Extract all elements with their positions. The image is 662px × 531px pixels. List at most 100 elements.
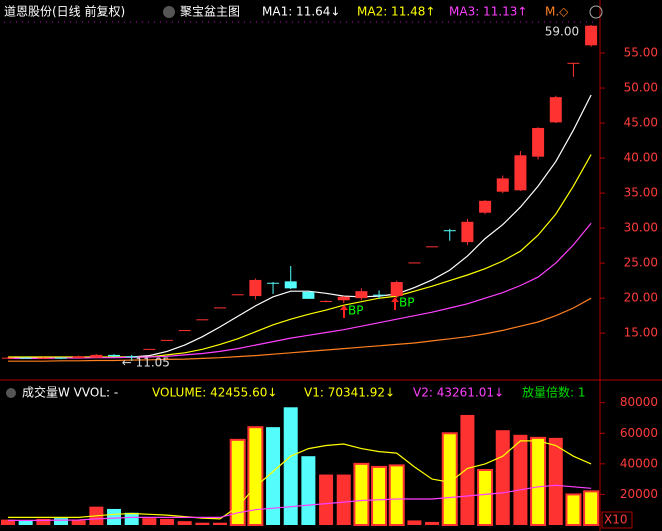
- volume-bar: [195, 522, 210, 525]
- signal-label: BP: [348, 304, 363, 318]
- y-tick-label: 20000: [620, 487, 658, 501]
- volume-bar: [18, 520, 33, 525]
- signal-arrow: [340, 305, 348, 318]
- ma-line: [8, 154, 592, 358]
- settings-icon[interactable]: [589, 5, 603, 19]
- volume-bar: [425, 521, 440, 525]
- volume-bar: [124, 512, 139, 525]
- volume-bar: [583, 490, 600, 527]
- max-label: 59.00: [545, 25, 579, 39]
- y-tick-label: 25.00: [624, 256, 658, 270]
- legend-label: MA2: 11.48↑: [357, 5, 435, 19]
- volume-bar: [301, 456, 316, 525]
- y-tick-label: 80000: [620, 395, 658, 409]
- candle-body: [72, 356, 85, 359]
- candle-body: [355, 291, 368, 299]
- volume-bar: [336, 474, 351, 525]
- volume-bar: [319, 474, 334, 525]
- ma-line: [8, 440, 592, 520]
- legend-label: MA3: 11.13↑: [449, 5, 527, 19]
- unit-label: X10: [604, 513, 628, 527]
- y-tick-label: 50.00: [624, 81, 658, 95]
- volume-bar: [229, 438, 246, 526]
- candle-body: [461, 221, 474, 243]
- volume-bar: [548, 437, 563, 525]
- volume-bar: [160, 518, 175, 525]
- legend-label: MA1: 11.64↓: [262, 5, 340, 19]
- ma-line: [8, 297, 592, 362]
- volume-bar: [107, 508, 122, 525]
- candle-body: [178, 330, 191, 332]
- candle-body: [408, 262, 421, 264]
- candle-body: [125, 356, 138, 358]
- candle-body: [108, 354, 121, 357]
- candle-body: [390, 282, 403, 297]
- candle-body: [284, 281, 297, 289]
- candle-body: [479, 200, 492, 213]
- y-tick-label: 15.00: [624, 326, 658, 340]
- candle-body: [443, 230, 456, 232]
- y-tick-label: 60000: [620, 426, 658, 440]
- volume-bar: [477, 468, 494, 526]
- ma-line: [8, 484, 592, 521]
- candle-body: [231, 294, 244, 296]
- volume-bar: [142, 518, 157, 525]
- volume-bar: [177, 521, 192, 525]
- candle-body: [143, 348, 156, 350]
- candle-body: [161, 339, 174, 341]
- dropdown-icon[interactable]: [163, 6, 175, 18]
- legend-label: 道恩股份(日线 前复权): [4, 4, 125, 19]
- candle-body: [337, 296, 350, 301]
- candle-body: [37, 357, 50, 359]
- volume-bar: [460, 414, 475, 525]
- volume-bar: [388, 464, 405, 526]
- volume-bar: [266, 427, 281, 525]
- min-label: ← 11.05: [122, 355, 170, 369]
- candle-body: [426, 246, 439, 248]
- volume-bar: [247, 426, 264, 526]
- y-tick-label: 35.00: [624, 186, 658, 200]
- volume-bar: [54, 518, 69, 525]
- volume-bar: [71, 520, 86, 525]
- volume-bar: [530, 436, 547, 526]
- candle-body: [214, 307, 227, 309]
- unit-box: [601, 511, 633, 529]
- candle-body: [2, 357, 14, 359]
- candle-body: [373, 294, 386, 296]
- candle-body: [19, 357, 32, 359]
- y-tick-label: 55.00: [624, 46, 658, 60]
- candle-body: [585, 25, 598, 46]
- candle-body: [267, 282, 280, 284]
- y-tick-label: 30.00: [624, 221, 658, 235]
- candle-body: [55, 357, 68, 359]
- legend-label: VOLUME: 42455.60↓: [152, 386, 277, 400]
- volume-bar: [565, 493, 582, 527]
- legend-label: V2: 43261.01↓: [413, 386, 504, 400]
- legend-label: V1: 70341.92↓: [304, 386, 395, 400]
- signal-arrow: [391, 297, 399, 310]
- y-tick-label: 45.00: [624, 116, 658, 130]
- volume-bar: [495, 430, 510, 525]
- volume-bar: [407, 520, 422, 525]
- candle-body: [514, 155, 527, 191]
- candle-body: [496, 178, 509, 192]
- legend-label: 聚宝盆主图: [180, 5, 240, 19]
- candle-body: [532, 127, 545, 157]
- volume-bar: [513, 434, 528, 525]
- y-tick-label: 20.00: [624, 291, 658, 305]
- candle-body: [320, 300, 333, 302]
- volume-bar: [441, 432, 458, 526]
- volume-bar: [371, 465, 388, 527]
- legend-label: 成交量W VVOL: -: [22, 385, 118, 400]
- legend-label: 放量倍数: 1: [522, 385, 586, 400]
- volume-bar: [283, 407, 298, 525]
- candle-body: [196, 319, 209, 321]
- volume-bar: [1, 519, 15, 525]
- dropdown-icon[interactable]: [6, 388, 16, 398]
- candle-body: [249, 279, 262, 297]
- volume-bar: [353, 462, 370, 527]
- legend-label: M.◇: [545, 5, 569, 19]
- volume-bar: [213, 522, 228, 525]
